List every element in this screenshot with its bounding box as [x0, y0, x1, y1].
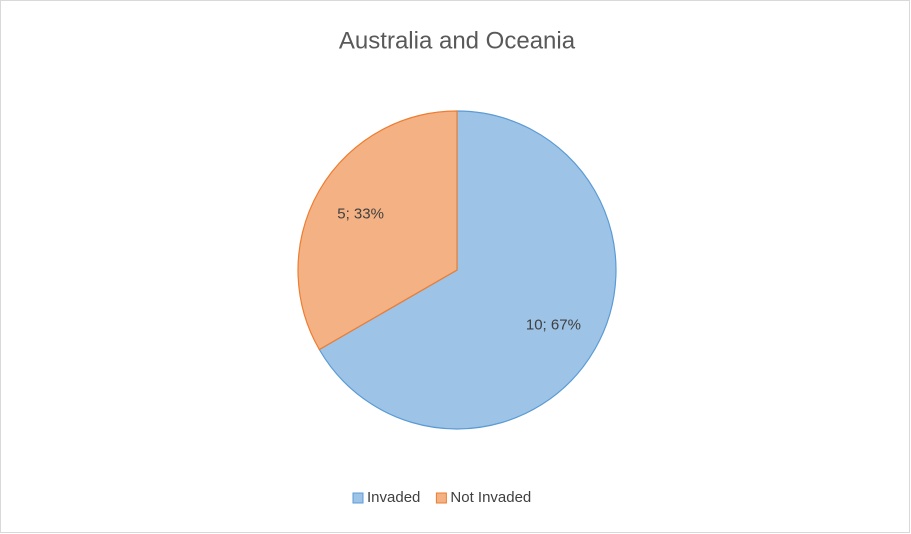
- legend-label: Invaded: [367, 489, 420, 506]
- legend-swatch: [435, 492, 447, 504]
- pie-slice: [297, 110, 458, 351]
- data-label: 10; 67%: [526, 317, 581, 334]
- data-label: 5; 33%: [337, 205, 384, 222]
- chart-title: Australia and Oceania: [339, 27, 576, 54]
- legend-swatch: [352, 492, 364, 504]
- pie-slice: [318, 110, 617, 430]
- legend-label: Not Invaded: [450, 489, 531, 506]
